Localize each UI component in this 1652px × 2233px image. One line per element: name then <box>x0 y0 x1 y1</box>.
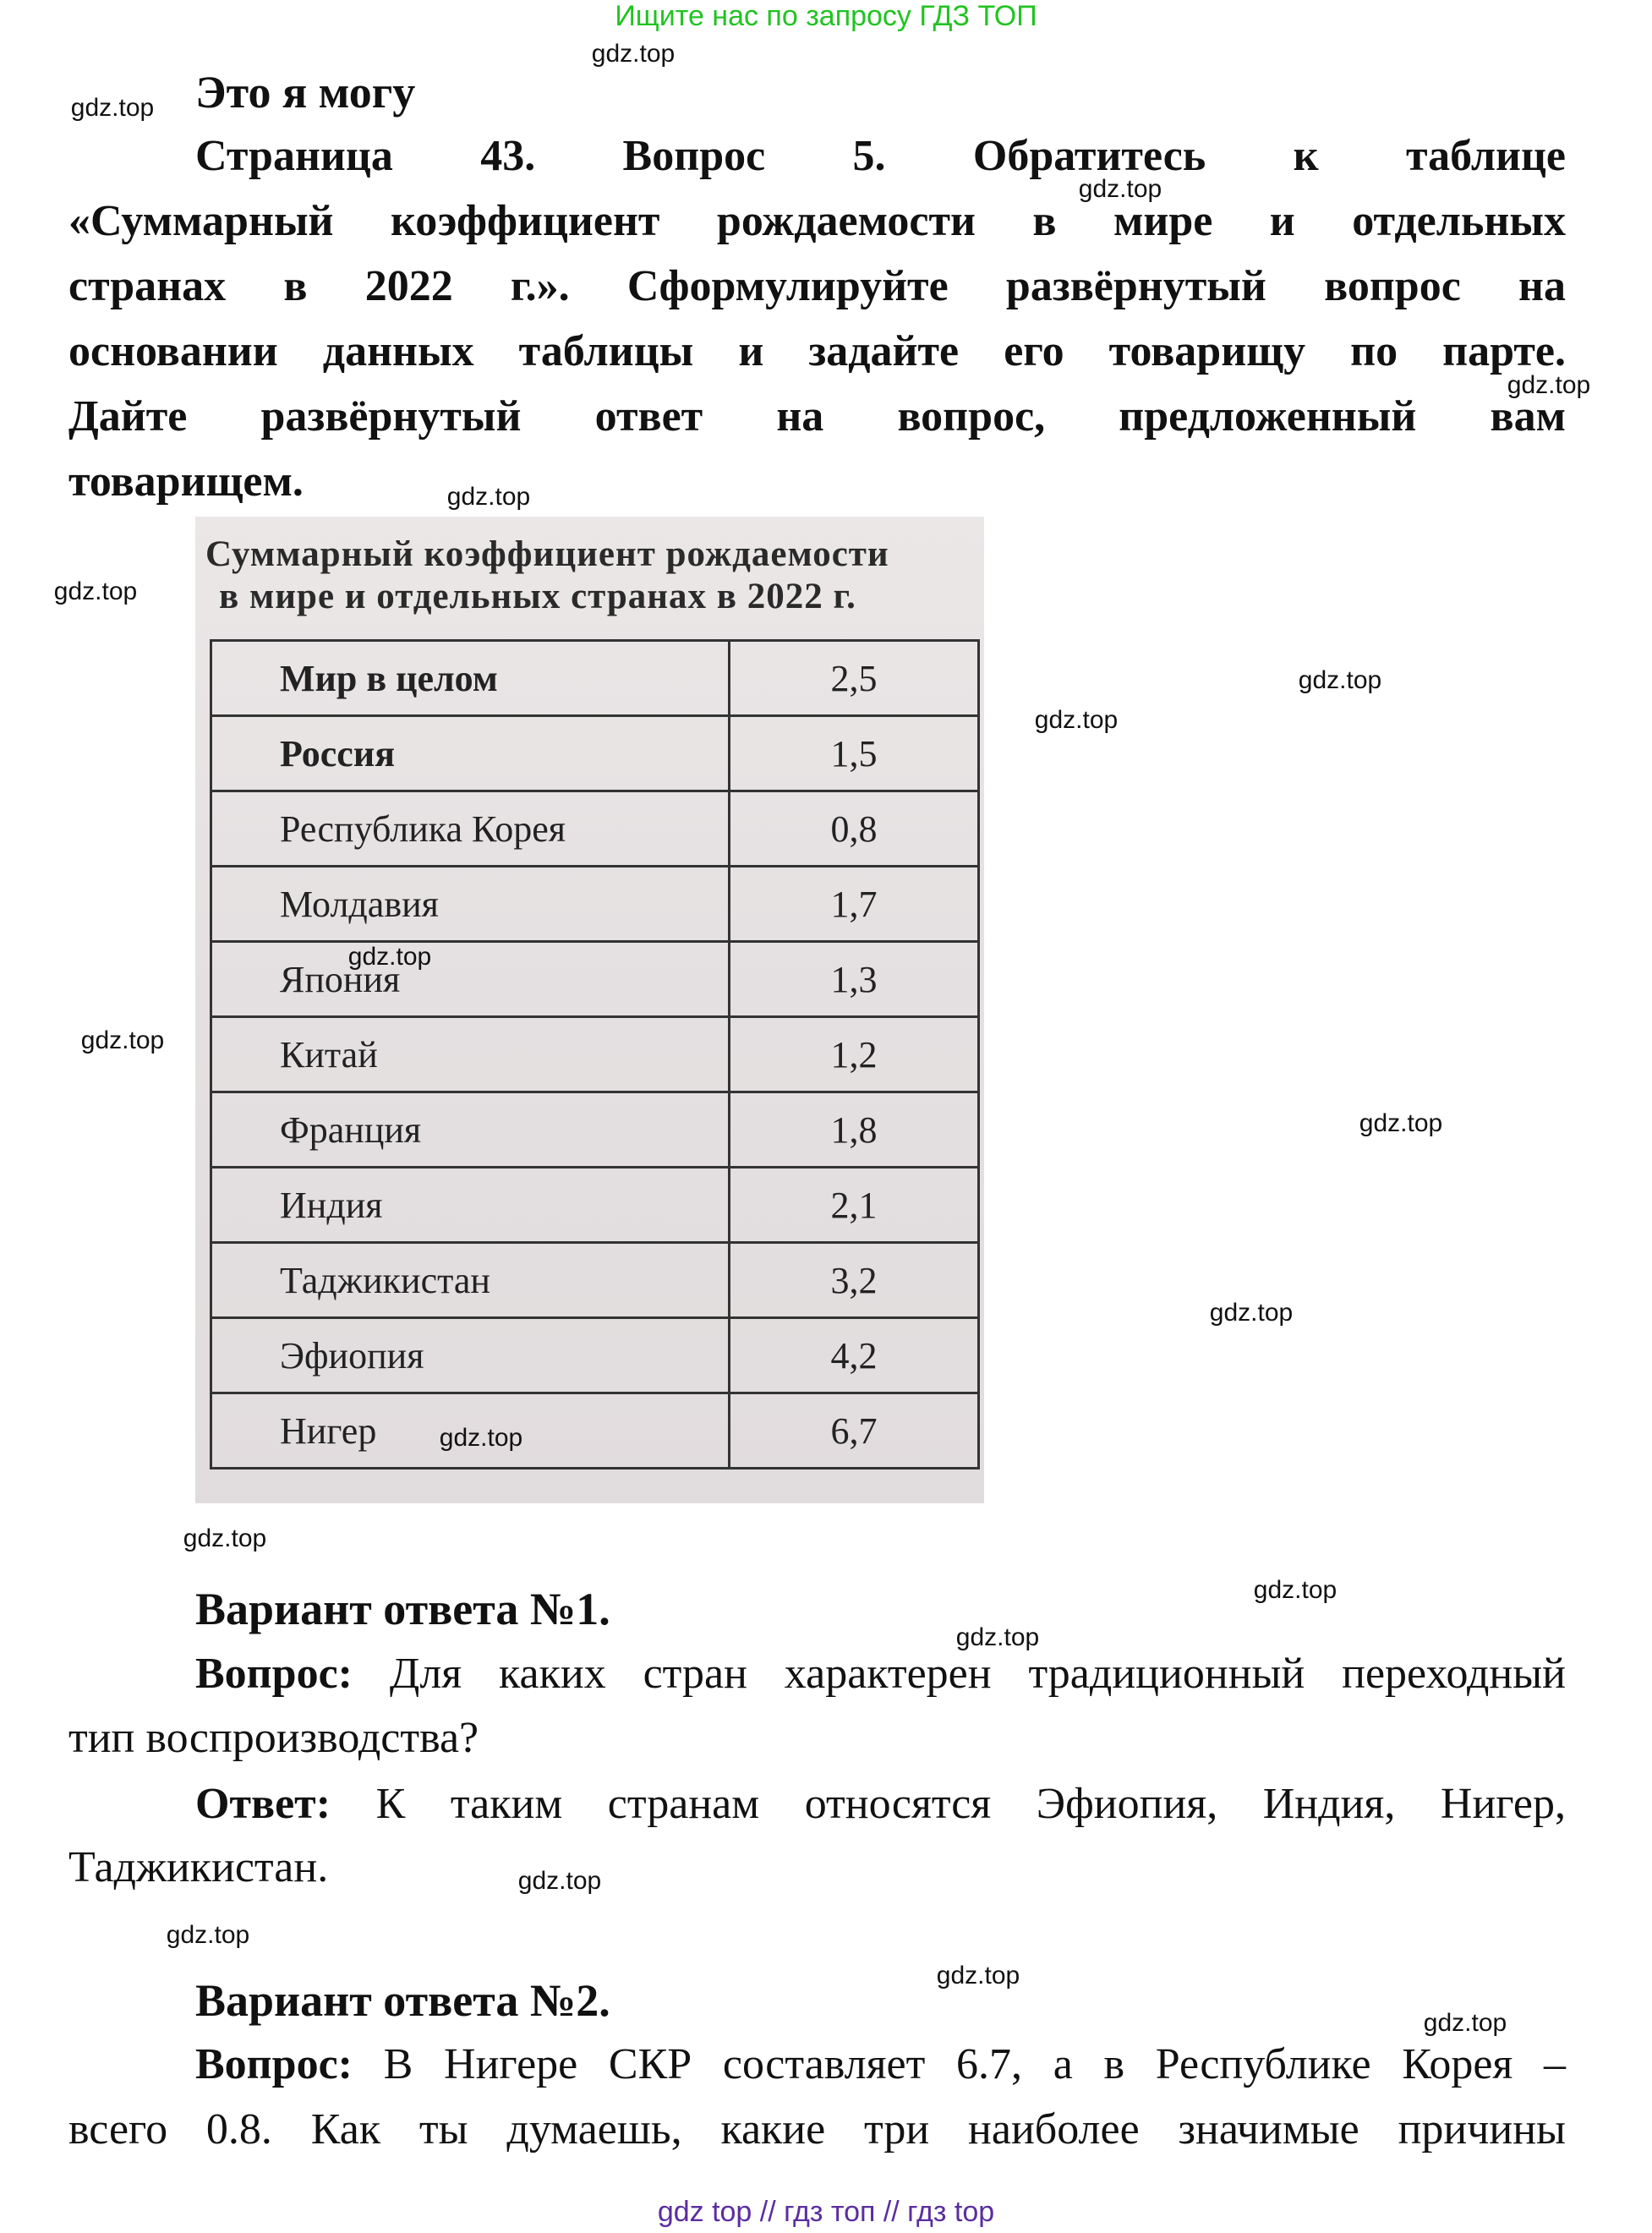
watermark: gdz.top <box>1359 1109 1443 1137</box>
task-line: странах в 2022 г.». Сформулируйте развёр… <box>68 262 1566 310</box>
task-line: основании данных таблицы и задайте его т… <box>68 327 1566 375</box>
value-cell: 1,3 <box>728 940 980 1018</box>
value-cell: 6,7 <box>728 1392 980 1470</box>
section-title: Это я могу <box>195 67 416 118</box>
country-cell: Япония <box>210 940 730 1018</box>
watermark: gdz.top <box>183 1524 267 1552</box>
task-line: товарищем. <box>68 457 304 506</box>
watermark: gdz.top <box>1209 1299 1294 1327</box>
table-row: Мир в целом 2,5 <box>210 639 980 717</box>
table-row: Китай 1,2 <box>210 1015 980 1093</box>
watermark: gdz.top <box>1298 666 1382 694</box>
value-cell: 1,5 <box>728 714 980 792</box>
answer-label: Ответ: <box>195 1780 331 1828</box>
watermark: gdz.top <box>591 40 676 68</box>
watermark: gdz.top <box>1253 1576 1337 1604</box>
value-cell: 1,2 <box>728 1015 980 1093</box>
country-cell: Республика Корея <box>210 790 730 867</box>
variant1-question-cont: тип воспроизводства? <box>68 1714 479 1762</box>
value-cell: 2,5 <box>728 639 980 717</box>
watermark: gdz.top <box>955 1623 1040 1651</box>
country-cell: Таджикистан <box>210 1241 730 1319</box>
country-cell: Мир в целом <box>210 639 730 717</box>
search-banner[interactable]: Ищите нас по запросу ГДЗ ТОП <box>615 0 1037 32</box>
value-cell: 2,1 <box>728 1166 980 1244</box>
variant2-question-cont: всего 0.8. Как ты думаешь, какие три наи… <box>68 2105 1566 2154</box>
watermark: gdz.top <box>70 94 155 122</box>
variant1-heading: Вариант ответа №1. <box>195 1584 610 1634</box>
watermark: gdz.top <box>80 1026 165 1054</box>
fertility-table-image: Суммарный коэффициент рождаемости в мире… <box>195 517 984 1503</box>
variant1-answer-cont: Таджикистан. <box>68 1843 329 1891</box>
variant2-heading: Вариант ответа №2. <box>195 1975 610 2026</box>
watermark: gdz.top <box>936 1962 1020 1989</box>
value-cell: 4,2 <box>728 1316 980 1394</box>
watermark: gdz.top <box>439 1424 523 1452</box>
question-text: В Нигере СКР составляет 6.7, а в Республ… <box>383 2040 1567 2088</box>
watermark: gdz.top <box>1507 371 1591 399</box>
variant2-question: Вопрос: В Нигере СКР составляет 6.7, а в… <box>195 2039 1566 2090</box>
task-line: «Суммарный коэффициент рождаемости в мир… <box>68 197 1566 245</box>
watermark: gdz.top <box>517 1867 602 1895</box>
question-label: Вопрос: <box>195 2040 353 2088</box>
value-cell: 0,8 <box>728 790 980 867</box>
table-title-line: Суммарный коэффициент рождаемости <box>205 534 889 574</box>
task-line: Страница 43. Вопрос 5. Обратитесь к табл… <box>195 132 1566 180</box>
watermark: gdz.top <box>347 943 432 971</box>
footer-links[interactable]: gdz top // гдз топ // гдз top <box>657 2196 995 2228</box>
watermark: gdz.top <box>1078 175 1162 203</box>
country-cell: Нигер <box>210 1392 730 1470</box>
table-title-line: в мире и отдельных странах в 2022 г. <box>219 577 856 616</box>
table-row: Эфиопия 4,2 <box>210 1316 980 1394</box>
table-row: Республика Корея 0,8 <box>210 790 980 867</box>
table-row: Нигер 6,7 <box>210 1392 980 1470</box>
value-cell: 3,2 <box>728 1241 980 1319</box>
task-line: Дайте развёрнутый ответ на вопрос, предл… <box>68 392 1566 441</box>
country-cell: Эфиопия <box>210 1316 730 1394</box>
table-row: Индия 2,1 <box>210 1166 980 1244</box>
country-cell: Франция <box>210 1091 730 1168</box>
question-text: Для каких стран характерен традиционный … <box>389 1650 1566 1698</box>
value-cell: 1,8 <box>728 1091 980 1168</box>
table-row: Франция 1,8 <box>210 1091 980 1168</box>
watermark: gdz.top <box>166 1921 250 1949</box>
table-row: Молдавия 1,7 <box>210 865 980 943</box>
fertility-table: Мир в целом 2,5 Россия 1,5 Республика Корея 0… <box>210 639 980 1470</box>
table-row: Таджикистан 3,2 <box>210 1241 980 1319</box>
question-label: Вопрос: <box>195 1650 353 1698</box>
country-cell: Индия <box>210 1166 730 1244</box>
watermark: gdz.top <box>53 577 138 605</box>
watermark: gdz.top <box>446 483 531 511</box>
country-cell: Молдавия <box>210 865 730 943</box>
variant1-answer: Ответ: К таким странам относятся Эфиопия… <box>195 1779 1566 1830</box>
country-cell: Китай <box>210 1015 730 1093</box>
table-row: Россия 1,5 <box>210 714 980 792</box>
table-row: Япония 1,3 <box>210 940 980 1018</box>
watermark: gdz.top <box>1423 2009 1507 2037</box>
watermark: gdz.top <box>1034 706 1119 734</box>
answer-text: К таким странам относятся Эфиопия, Индия… <box>375 1780 1566 1828</box>
value-cell: 1,7 <box>728 865 980 943</box>
variant1-question: Вопрос: Для каких стран характерен тради… <box>195 1649 1566 1699</box>
country-cell: Россия <box>210 714 730 792</box>
